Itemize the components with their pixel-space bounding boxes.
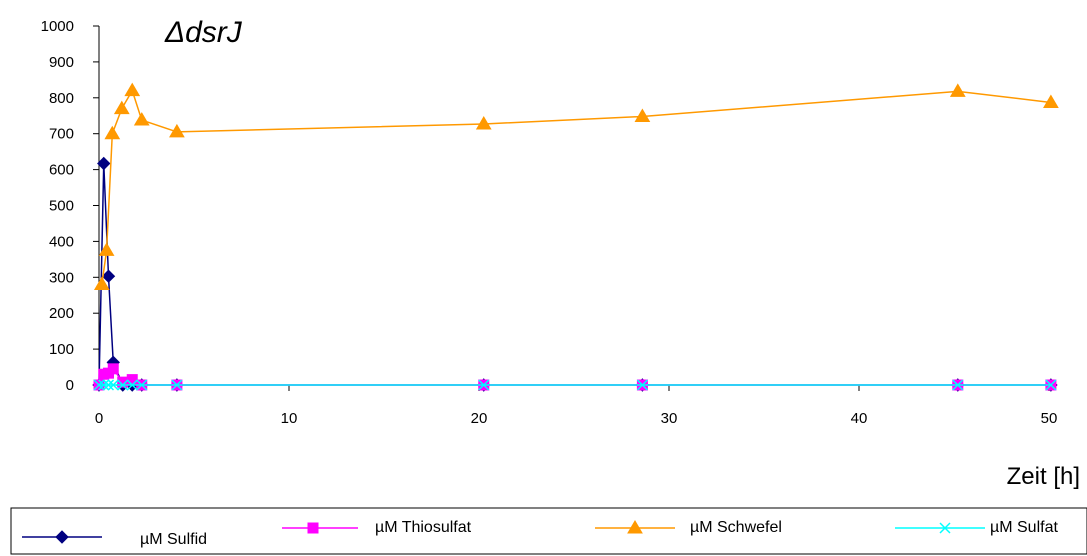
- data-point: [952, 379, 964, 391]
- data-point: [133, 112, 150, 126]
- data-point: [1043, 94, 1059, 108]
- legend-marker: [627, 520, 643, 534]
- data-point: [102, 379, 115, 391]
- data-point: [104, 125, 121, 140]
- series-layer: [92, 82, 1059, 392]
- data-point: [124, 82, 141, 97]
- data-point: [136, 379, 148, 391]
- y-tick-label: 200: [49, 305, 74, 322]
- data-point: [113, 100, 130, 115]
- legend-label: µM Sulfat: [990, 519, 1058, 536]
- legend-label: µM Thiosulfat: [375, 519, 472, 536]
- x-tick-label: 30: [661, 410, 678, 427]
- y-tick-label: 500: [49, 198, 74, 215]
- series-triangle: [93, 82, 1059, 290]
- legend-label: µM Schwefel: [690, 519, 782, 536]
- data-point: [117, 379, 129, 391]
- y-tick-label: 600: [49, 162, 74, 179]
- x-tick-label: 10: [281, 410, 298, 427]
- y-tick-label: 400: [49, 233, 74, 250]
- legend-frame: [10, 507, 1087, 555]
- data-point: [98, 242, 115, 256]
- data-point: [98, 379, 110, 391]
- legend-marker: [307, 522, 319, 534]
- legend: µM Sulfid µM Thiosulfat µM Schwefel µM Sulf…: [10, 507, 1087, 555]
- legend-item: µM Sulfid: [22, 530, 207, 548]
- y-tick-label: 1000: [41, 18, 74, 35]
- y-tick-label: 0: [66, 377, 74, 394]
- legend-item: µM Thiosulfat: [282, 519, 472, 536]
- axes: 0 100 200 300 400 500 600 700 800 900 1000 0 10 20 30 4…: [41, 18, 1058, 427]
- data-point: [636, 379, 648, 391]
- y-tick-label: 900: [49, 54, 74, 71]
- series-x: [93, 379, 1057, 391]
- series-line: [98, 367, 1051, 386]
- x-axis-title: Zeit [h]: [1007, 463, 1080, 490]
- data-point: [634, 108, 651, 122]
- data-point: [169, 123, 185, 138]
- legend-label: µM Sulfid: [140, 531, 207, 548]
- y-tick-label: 700: [49, 126, 74, 143]
- legend-marker: [939, 522, 951, 534]
- chart-title: ΔdsrJ: [164, 16, 243, 49]
- series-line: [101, 88, 1051, 285]
- legend-marker: [55, 530, 69, 544]
- data-point: [97, 156, 111, 171]
- data-point: [93, 379, 105, 391]
- y-tick-label: 100: [49, 341, 74, 358]
- data-point: [101, 269, 116, 283]
- data-point: [1045, 379, 1057, 391]
- series-square: [93, 363, 1057, 391]
- legend-item: µM Schwefel: [595, 519, 782, 536]
- data-point: [478, 379, 490, 391]
- data-point: [107, 363, 119, 375]
- data-point: [126, 374, 138, 386]
- data-point: [93, 276, 110, 290]
- data-point: [949, 83, 966, 97]
- x-tick-label: 50: [1041, 410, 1058, 427]
- legend-item: µM Sulfat: [895, 519, 1058, 536]
- x-tick-label: 20: [471, 410, 488, 427]
- series-diamond: [92, 156, 1058, 392]
- data-point: [107, 379, 119, 391]
- x-tick-label: 0: [95, 410, 103, 427]
- series-line: [98, 163, 1051, 386]
- y-tick-label: 300: [49, 269, 74, 286]
- y-tick-label: 800: [49, 90, 74, 107]
- data-point: [126, 379, 138, 391]
- x-tick-label: 40: [851, 410, 868, 427]
- data-point: [171, 379, 183, 391]
- data-point: [475, 116, 492, 130]
